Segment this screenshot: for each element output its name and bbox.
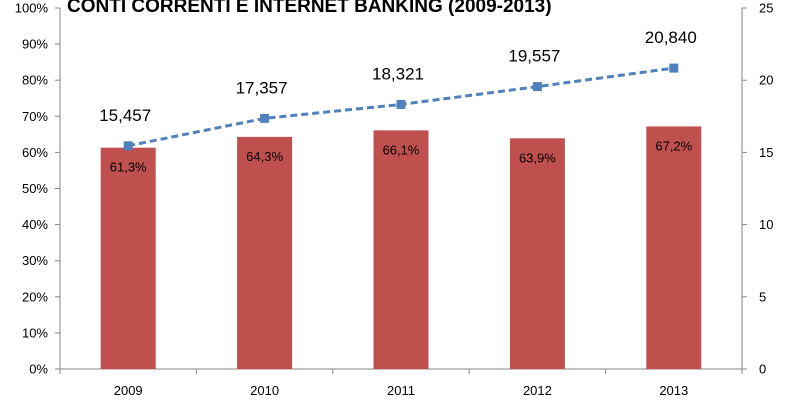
line-point-marker xyxy=(532,82,542,92)
y-left-tick-label: 90% xyxy=(22,37,48,52)
y-left-tick-label: 50% xyxy=(22,181,48,196)
bar-value-label: 66,1% xyxy=(383,142,420,157)
y-left-tick-label: 20% xyxy=(22,289,48,304)
line-point-marker xyxy=(123,141,133,151)
y-left-tick-label: 70% xyxy=(22,109,48,124)
x-tick-label: 2009 xyxy=(114,383,143,398)
y-left-tick-label: 10% xyxy=(22,325,48,340)
y-right-tick-label: 10 xyxy=(759,217,773,232)
y-right-tick-label: 20 xyxy=(759,73,773,88)
y-right-tick-label: 15 xyxy=(759,145,773,160)
data-labels: 61,3% 64,3% 66,1% 63,9% 67,2% 15,457 17,357 18,… xyxy=(99,28,697,175)
bar xyxy=(237,136,293,369)
x-tick-label: 2010 xyxy=(250,383,279,398)
line-point-marker xyxy=(396,99,406,109)
y-left-tick-label: 80% xyxy=(22,73,48,88)
line-value-label: 18,321 xyxy=(372,64,424,83)
y-right-tick-label: 25 xyxy=(759,1,773,16)
bar-value-label: 61,3% xyxy=(110,160,147,175)
line-value-label: 15,457 xyxy=(99,106,151,125)
y-left-tick-label: 30% xyxy=(22,253,48,268)
y-right-tick-label: 5 xyxy=(759,289,766,304)
chart-title: CONTI CORRENTI E INTERNET BANKING (2009-… xyxy=(67,0,552,17)
bar xyxy=(373,130,429,369)
line-series xyxy=(123,63,679,151)
y-left-tick-label: 60% xyxy=(22,145,48,160)
y-left-tick-label: 100% xyxy=(15,1,49,16)
x-tick-label: 2011 xyxy=(387,383,415,398)
axes: 0% 10% 20% 30% 40% 50% 60% 70% 80% 90% 100% 0 5 10 15 2… xyxy=(15,1,774,399)
y-left-tick-label: 0% xyxy=(29,362,48,377)
bar-value-label: 67,2% xyxy=(655,138,692,153)
bar-series xyxy=(100,126,702,370)
line-value-label: 19,557 xyxy=(508,47,560,66)
line-value-label: 20,840 xyxy=(645,28,697,47)
bar-value-label: 63,9% xyxy=(519,150,556,165)
x-tick-label: 2012 xyxy=(523,383,552,398)
x-tick-label: 2013 xyxy=(659,383,688,398)
y-left-tick-label: 40% xyxy=(22,217,48,232)
line-point-marker xyxy=(260,113,270,123)
bar xyxy=(100,147,156,369)
bar xyxy=(509,138,565,369)
bar xyxy=(646,126,702,370)
line-point-marker xyxy=(669,63,679,73)
y-right-tick-label: 0 xyxy=(759,362,766,377)
line-value-label: 17,357 xyxy=(236,78,288,97)
bar-value-label: 64,3% xyxy=(246,149,283,164)
